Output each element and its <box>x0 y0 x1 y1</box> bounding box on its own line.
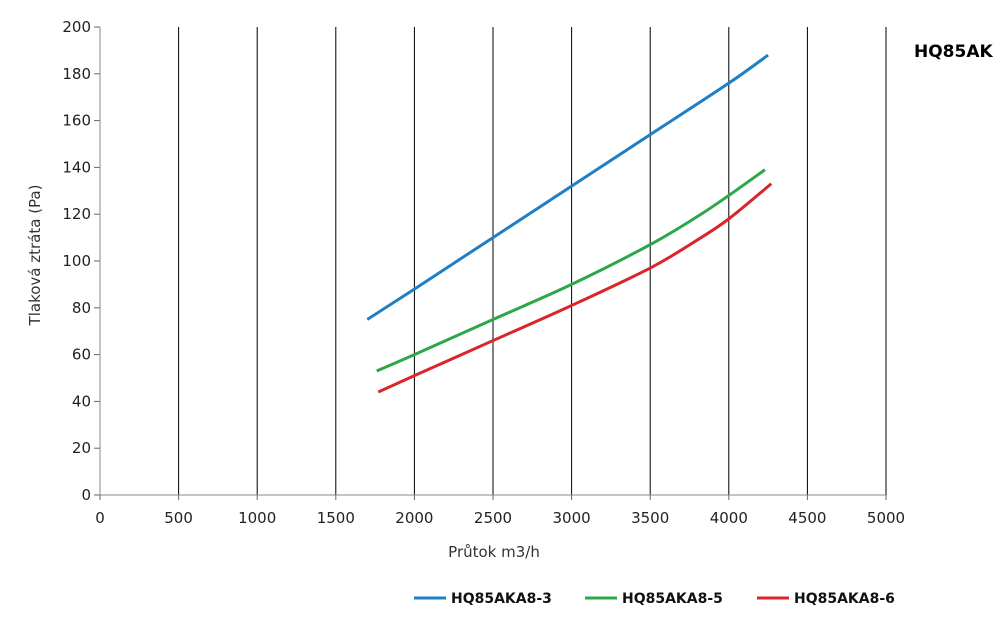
y-tick-label: 80 <box>72 299 91 317</box>
y-tick-label: 160 <box>62 112 91 130</box>
x-tick-label: 3000 <box>553 509 591 527</box>
y-tick-label: 0 <box>81 486 91 504</box>
x-tick-label: 4500 <box>788 509 826 527</box>
series-line-hq85aka8-6 <box>377 182 773 394</box>
x-tick-label: 500 <box>164 509 193 527</box>
x-tick-label: 1000 <box>238 509 276 527</box>
x-tick-label: 2500 <box>474 509 512 527</box>
series-lines <box>366 53 773 394</box>
x-tick-label: 2000 <box>395 509 433 527</box>
y-tick-label: 20 <box>72 439 91 457</box>
x-axis-title: Průtok m3/h <box>448 543 540 561</box>
grid <box>178 27 887 495</box>
legend-label: HQ85AKA8-6 <box>794 591 895 607</box>
y-tick-label: 180 <box>62 65 91 83</box>
y-tick-label: 200 <box>62 18 91 36</box>
series-line-hq85aka8-3 <box>366 53 769 321</box>
y-tick-label: 140 <box>62 158 91 176</box>
y-axis-title: Tlaková ztráta (Pa) <box>26 185 44 327</box>
y-tick-labels: 0 20 40 60 80 100 120 140 160 180 200 <box>62 18 91 504</box>
x-tick-label: 3500 <box>631 509 669 527</box>
x-tick-label: 4000 <box>710 509 748 527</box>
x-tick-labels: 0 500 1000 1500 2000 2500 3000 3500 4000 4500 5000 <box>95 509 905 527</box>
x-tick-label: 0 <box>95 509 105 527</box>
series-line-hq85aka8-5 <box>376 168 766 373</box>
x-tick-label: 1500 <box>317 509 355 527</box>
legend-label: HQ85AKA8-5 <box>622 591 723 607</box>
y-tick-label: 100 <box>62 252 91 270</box>
axes <box>94 26 887 500</box>
legend: HQ85AKA8-3 HQ85AKA8-5 HQ85AKA8-6 <box>414 591 895 607</box>
legend-label: HQ85AKA8-3 <box>451 591 552 607</box>
chart-title: HQ85AK <box>914 42 993 62</box>
y-tick-label: 120 <box>62 205 91 223</box>
y-tick-label: 60 <box>72 346 91 364</box>
y-tick-label: 40 <box>72 392 91 410</box>
x-tick-label: 5000 <box>867 509 905 527</box>
